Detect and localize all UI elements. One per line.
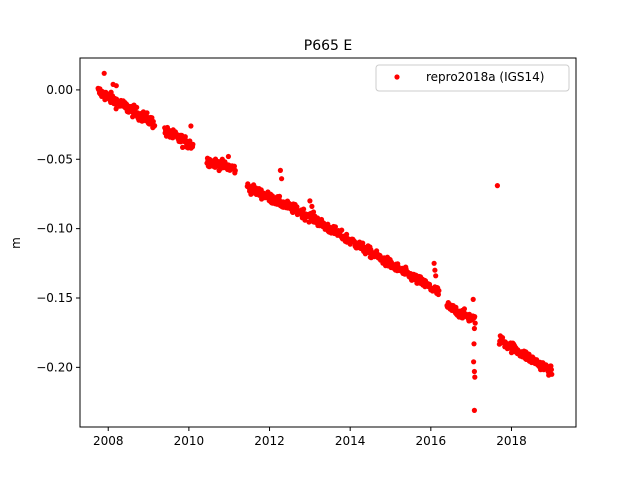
data-point: [339, 227, 345, 233]
legend-box: [375, 64, 570, 92]
data-point: [549, 371, 555, 377]
data-point: [113, 83, 119, 89]
data-point: [307, 198, 313, 204]
data-point: [472, 374, 478, 380]
legend-label: repro2018a (IGS14): [426, 70, 544, 84]
y-tick-label: 0.00: [46, 83, 73, 97]
data-point: [471, 359, 477, 365]
data-point: [470, 296, 476, 302]
data-point: [309, 203, 315, 209]
data-point: [232, 167, 238, 174]
y-axis: 0.00 −0.05 −0.10 −0.15 −0.20: [36, 83, 80, 374]
data-point: [472, 314, 478, 320]
data-point: [435, 291, 441, 298]
data-point: [471, 407, 477, 413]
chart-title: P665 E: [304, 38, 352, 54]
data-point: [101, 70, 107, 76]
data-point: [431, 260, 437, 266]
data-point: [190, 141, 196, 147]
plot-frame: [79, 57, 577, 428]
x-tick-label: 2008: [93, 434, 124, 448]
data-point: [152, 123, 158, 129]
y-tick-label: −0.05: [36, 152, 73, 166]
data-point: [277, 167, 283, 173]
y-axis-label: m: [9, 237, 23, 249]
data-point: [472, 320, 478, 326]
legend-marker: [394, 74, 400, 80]
data-point: [276, 193, 283, 199]
data-point: [225, 153, 231, 160]
x-tick-label: 2012: [254, 434, 285, 448]
data-point: [453, 304, 459, 310]
data-point: [310, 209, 317, 215]
data-point: [461, 306, 467, 312]
legend: repro2018a (IGS14): [375, 64, 570, 92]
data-point: [279, 176, 285, 182]
data-point: [433, 273, 439, 279]
x-tick-label: 2016: [416, 434, 447, 448]
data-points: [95, 70, 555, 413]
data-point: [432, 267, 438, 273]
data-point: [471, 325, 477, 332]
data-point: [301, 206, 307, 212]
data-point: [494, 183, 500, 189]
data-point: [471, 368, 477, 375]
x-tick-label: 2010: [174, 434, 205, 448]
x-tick-label: 2014: [335, 434, 366, 448]
y-tick-label: −0.15: [36, 291, 73, 305]
data-point: [471, 341, 477, 347]
data-point: [548, 367, 555, 373]
data-point: [231, 163, 237, 169]
data-point: [344, 231, 350, 237]
x-tick-label: 2018: [496, 434, 527, 448]
data-point: [294, 204, 300, 210]
y-tick-label: −0.20: [36, 360, 73, 374]
x-axis: 2008 2010 2012 2014 2016 2018: [93, 427, 527, 448]
data-point: [436, 288, 442, 294]
data-point: [332, 224, 338, 230]
data-point: [144, 110, 150, 116]
data-point: [113, 106, 119, 112]
data-point: [134, 104, 140, 110]
data-point: [150, 118, 156, 125]
y-tick-label: −0.10: [36, 222, 73, 236]
data-point: [188, 123, 194, 129]
